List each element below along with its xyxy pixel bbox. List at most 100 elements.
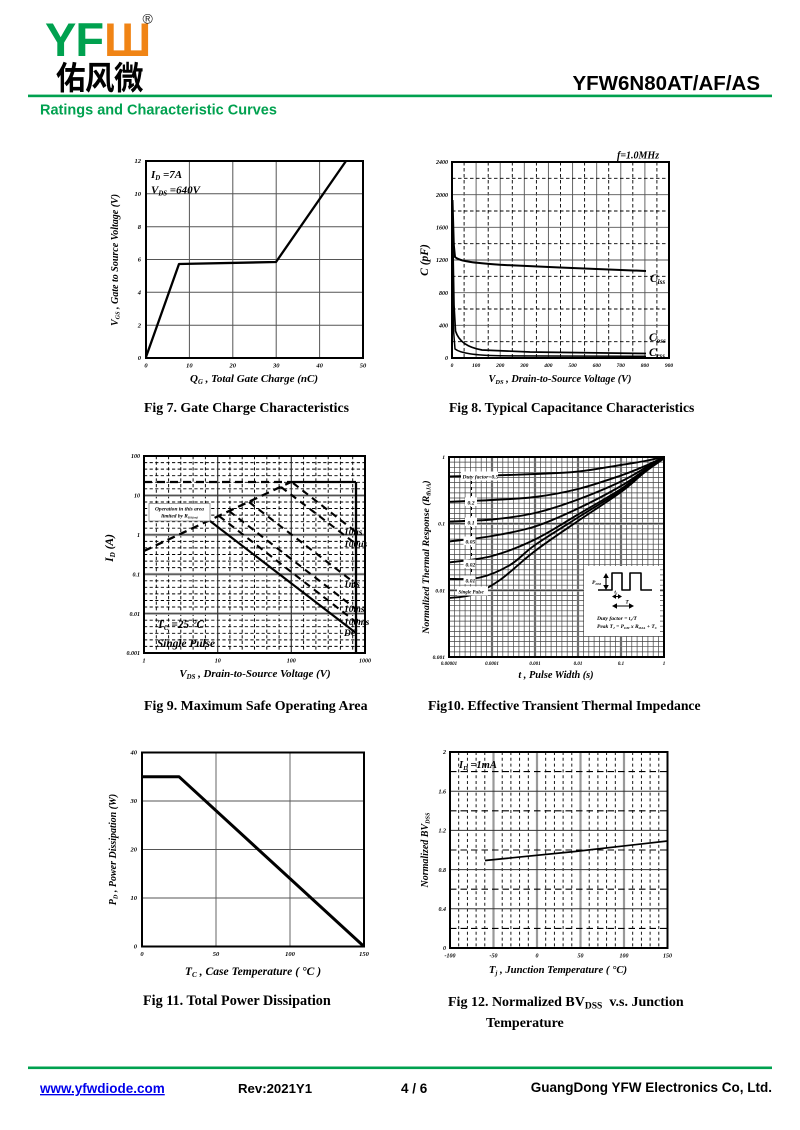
- svg-text:10us: 10us: [344, 528, 363, 538]
- svg-text:500: 500: [568, 363, 577, 369]
- svg-text:0.8: 0.8: [439, 868, 447, 874]
- svg-text:300: 300: [519, 363, 529, 369]
- svg-text:30: 30: [272, 363, 280, 370]
- svg-text:0.1: 0.1: [618, 662, 624, 667]
- svg-text:8: 8: [138, 224, 142, 231]
- svg-text:VDS , Drain-to-Source Voltage: VDS , Drain-to-Source Voltage (V): [179, 668, 330, 681]
- svg-text:100ms: 100ms: [344, 618, 370, 628]
- svg-text:400: 400: [543, 363, 553, 369]
- svg-text:Duty factor=0.5: Duty factor=0.5: [462, 475, 499, 481]
- svg-text:0.05: 0.05: [466, 540, 476, 546]
- svg-text:0: 0: [451, 363, 454, 369]
- svg-text:900: 900: [665, 363, 674, 369]
- svg-text:-50: -50: [490, 954, 498, 960]
- svg-text:f=1.0MHz: f=1.0MHz: [617, 151, 659, 162]
- svg-text:700: 700: [617, 363, 626, 369]
- svg-text:20: 20: [130, 847, 138, 854]
- svg-text:VGS , Gate to Source Voltage (: VGS , Gate to Source Voltage (V): [110, 194, 122, 326]
- svg-text:150: 150: [663, 954, 672, 960]
- svg-text:200: 200: [495, 363, 505, 369]
- svg-text:Single Pulse: Single Pulse: [459, 590, 485, 595]
- svg-text:10: 10: [134, 494, 140, 500]
- svg-text:6: 6: [138, 257, 142, 264]
- svg-text:0: 0: [140, 951, 144, 958]
- svg-text:50: 50: [360, 363, 367, 370]
- svg-text:ID (A): ID (A): [104, 534, 117, 563]
- svg-text:0.1: 0.1: [133, 572, 141, 578]
- svg-text:0: 0: [443, 946, 446, 952]
- svg-text:Fig 9. Maximum Safe Operating: Fig 9. Maximum Safe Operating Area: [144, 699, 368, 714]
- svg-text:150: 150: [359, 951, 370, 958]
- svg-text:50: 50: [578, 954, 584, 960]
- svg-text:10: 10: [186, 363, 193, 370]
- svg-text:Fig10. Effective Transient The: Fig10. Effective Transient Thermal Imped…: [428, 698, 701, 713]
- svg-text:0.2: 0.2: [468, 501, 475, 507]
- svg-text:t , Pulse Width (s): t , Pulse Width (s): [518, 670, 593, 681]
- svg-text:10: 10: [135, 191, 142, 198]
- svg-text:1.2: 1.2: [439, 829, 447, 835]
- svg-text:0.00001: 0.00001: [441, 662, 457, 667]
- svg-text:Normalized BVDSS: Normalized BVDSS: [420, 812, 432, 889]
- svg-text:GuangDong YFW Electronics Co,: GuangDong YFW Electronics Co, Ltd.: [531, 1080, 772, 1095]
- svg-text:2400: 2400: [435, 160, 448, 166]
- svg-text:4: 4: [137, 290, 142, 297]
- svg-text:0.01: 0.01: [435, 588, 445, 594]
- svg-text:0: 0: [144, 363, 148, 370]
- svg-text:limited by RDS(on): limited by RDS(on): [161, 514, 198, 520]
- svg-text:VDS , Drain-to-Source Voltage: VDS , Drain-to-Source Voltage (V): [489, 374, 632, 386]
- svg-text:C (pF): C (pF): [419, 244, 431, 276]
- svg-text:4 / 6: 4 / 6: [401, 1081, 428, 1096]
- svg-text:1: 1: [137, 533, 140, 539]
- svg-text:Temperature: Temperature: [486, 1016, 564, 1031]
- svg-text:DC: DC: [343, 629, 358, 639]
- svg-text:0: 0: [134, 944, 138, 951]
- svg-text:12: 12: [135, 158, 142, 165]
- svg-text:40: 40: [315, 363, 323, 370]
- svg-text:Peak TJ = PDM x RthJA + TC: Peak TJ = PDM x RthJA + TC: [597, 624, 658, 630]
- svg-text:100: 100: [287, 659, 296, 665]
- svg-text:1ms: 1ms: [344, 580, 360, 590]
- svg-text:t1: t1: [614, 590, 618, 596]
- svg-text:100: 100: [285, 951, 296, 958]
- svg-text:Fig 12. Normalized BVDSS v.s.: Fig 12. Normalized BVDSS v.s. Junction: [448, 995, 684, 1011]
- svg-text:0.4: 0.4: [439, 907, 447, 913]
- svg-text:100: 100: [620, 954, 629, 960]
- svg-text:50: 50: [213, 951, 220, 958]
- svg-text:100: 100: [472, 363, 481, 369]
- svg-text:0.001: 0.001: [529, 662, 540, 667]
- svg-text:20: 20: [229, 363, 237, 370]
- svg-text:1000: 1000: [359, 659, 371, 665]
- svg-text:Single Pulse: Single Pulse: [157, 638, 215, 650]
- svg-text:0.001: 0.001: [433, 655, 446, 661]
- svg-text:800: 800: [439, 291, 448, 297]
- svg-text:2: 2: [442, 750, 446, 756]
- svg-text:1.6: 1.6: [439, 789, 447, 795]
- svg-text:0.01: 0.01: [130, 612, 141, 618]
- svg-text:T: T: [625, 600, 629, 606]
- svg-text:YF: YF: [45, 13, 103, 66]
- svg-text:0.1: 0.1: [468, 521, 475, 527]
- svg-text:Fig 8. Typical Capacitance Cha: Fig 8. Typical Capacitance Characteristi…: [449, 400, 694, 415]
- svg-text:ID =1mA: ID =1mA: [458, 760, 497, 772]
- svg-text:PDM: PDM: [592, 580, 602, 586]
- svg-text:0.001: 0.001: [127, 651, 141, 657]
- svg-text:Normalized Thermal Response (R: Normalized Thermal Response (RthJA): [421, 480, 433, 634]
- svg-text:1600: 1600: [436, 226, 448, 232]
- svg-text:Fig 11. Total Power Dissipatio: Fig 11. Total Power Dissipation: [143, 993, 331, 1009]
- svg-text:2000: 2000: [435, 193, 448, 199]
- svg-text:TC , Case Temperature ( °C ): TC , Case Temperature ( °C ): [185, 965, 321, 979]
- svg-text:YFW6N80AT/AF/AS: YFW6N80AT/AF/AS: [572, 72, 760, 95]
- svg-text:0.01: 0.01: [466, 579, 476, 585]
- svg-text:100us: 100us: [344, 540, 368, 550]
- svg-text:Ш: Ш: [104, 13, 151, 66]
- svg-text:0: 0: [445, 356, 448, 362]
- svg-text:10ms: 10ms: [344, 605, 365, 615]
- svg-text:www.yfwdiode.com: www.yfwdiode.com: [39, 1081, 165, 1096]
- svg-text:Operation in this area: Operation in this area: [155, 507, 204, 513]
- svg-text:1200: 1200: [436, 258, 448, 264]
- svg-text:1: 1: [143, 659, 146, 665]
- svg-text:Rev:2021Y1: Rev:2021Y1: [238, 1081, 312, 1096]
- svg-text:Duty factor = t1/T: Duty factor = t1/T: [596, 616, 637, 622]
- svg-text:PD , Power Dissipation (W): PD , Power Dissipation (W): [108, 794, 120, 905]
- svg-text:-100: -100: [445, 954, 456, 960]
